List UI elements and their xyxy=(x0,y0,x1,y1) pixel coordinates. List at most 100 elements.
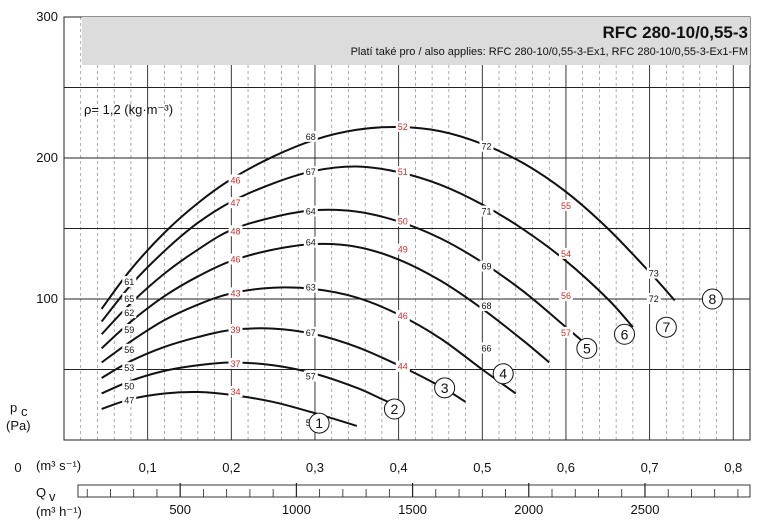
efficiency-label: 44 xyxy=(398,362,408,372)
efficiency-label: 57 xyxy=(306,372,316,382)
efficiency-label-bg xyxy=(395,360,410,372)
efficiency-label: 56 xyxy=(561,291,571,301)
efficiency-label-bg xyxy=(303,205,318,217)
curve-number-label: 6 xyxy=(621,326,629,342)
efficiency-label: 47 xyxy=(124,396,134,406)
efficiency-label-bg xyxy=(558,247,573,259)
x-tick-label-bottom: 1000 xyxy=(282,502,311,517)
efficiency-label: 53 xyxy=(124,363,134,373)
curve-number-circle xyxy=(308,412,330,434)
efficiency-label-bg xyxy=(479,342,494,354)
y-axis-label-main: p xyxy=(10,400,17,415)
curve-number-circle xyxy=(383,398,405,420)
curve-number-label: 8 xyxy=(708,291,716,307)
efficiency-label: 57 xyxy=(561,328,571,338)
efficiency-label: 67 xyxy=(306,328,316,338)
efficiency-label-bg xyxy=(228,225,243,237)
efficiency-label-bg xyxy=(558,290,573,302)
efficiency-label-bg xyxy=(228,324,243,336)
efficiency-label: 64 xyxy=(306,238,316,248)
efficiency-label-bg xyxy=(395,243,410,255)
efficiency-label: 50 xyxy=(124,381,134,391)
efficiency-label: 64 xyxy=(306,207,316,217)
curve-number-label: 3 xyxy=(441,380,449,396)
efficiency-label: 69 xyxy=(481,262,491,272)
curve-number-label: 7 xyxy=(662,319,670,335)
efficiency-label: 56 xyxy=(124,345,134,355)
efficiency-label-bg xyxy=(395,120,410,132)
curve-number-circle xyxy=(492,363,514,385)
efficiency-label-bg xyxy=(303,281,318,293)
grid xyxy=(63,16,751,441)
x-tick-label-top: 0,6 xyxy=(557,460,575,475)
efficiency-label-bg xyxy=(558,326,573,338)
curve-4 xyxy=(101,286,517,395)
efficiency-label-bg xyxy=(122,307,137,319)
efficiency-label-bg xyxy=(395,309,410,321)
x-axis-label-main: Q xyxy=(36,485,46,500)
efficiency-label-bg xyxy=(122,380,137,392)
efficiency-label-bg xyxy=(228,197,243,209)
efficiency-label: 65 xyxy=(124,294,134,304)
efficiency-label-bg xyxy=(228,357,243,369)
curve-number-label: 4 xyxy=(499,366,507,382)
efficiency-label: 46 xyxy=(230,255,240,265)
x-tick-label-top: 0,7 xyxy=(641,460,659,475)
efficiency-label: 39 xyxy=(230,325,240,335)
x-tick-label-bottom: 2000 xyxy=(514,502,543,517)
efficiency-label-bg xyxy=(479,300,494,312)
curve-number-circle xyxy=(576,337,598,359)
efficiency-label-bg xyxy=(228,253,243,265)
curve-number-circle xyxy=(614,323,636,345)
efficiency-label: 67 xyxy=(306,167,316,177)
y-tick-label: 200 xyxy=(36,150,58,165)
efficiency-label: 48 xyxy=(230,226,240,236)
efficiency-label: 46 xyxy=(398,311,408,321)
efficiency-label: 52 xyxy=(398,122,408,132)
efficiency-label-bg xyxy=(122,276,137,288)
efficiency-label: 68 xyxy=(306,132,316,142)
x-tick-label-top: 0,4 xyxy=(390,460,408,475)
efficiency-label-bg xyxy=(122,394,137,406)
curve-number-label: 5 xyxy=(583,340,591,356)
efficiency-label-bg xyxy=(479,140,494,152)
efficiency-label: 47 xyxy=(230,198,240,208)
efficiency-label: 51 xyxy=(398,167,408,177)
curve-8 xyxy=(100,125,676,310)
efficiency-label-bg xyxy=(479,205,494,217)
curves xyxy=(100,125,676,427)
efficiency-label-bg xyxy=(303,236,318,248)
curve-7 xyxy=(100,165,634,328)
curve-3 xyxy=(101,327,467,403)
curve-number-circle xyxy=(434,377,456,399)
chart-title: RFC 280-10/0,55-3 xyxy=(602,23,748,42)
efficiency-label-bg xyxy=(395,215,410,227)
x-axis-label: Q v xyxy=(36,485,56,504)
x-tick-label-top: 0,3 xyxy=(306,460,324,475)
efficiency-label: 61 xyxy=(124,277,134,287)
efficiency-label-bg xyxy=(479,260,494,272)
efficiency-label: 68 xyxy=(481,301,491,311)
efficiency-label: 37 xyxy=(230,359,240,369)
efficiency-label-bg xyxy=(122,362,137,374)
density-note: ρ= 1,2 (kg·m⁻³) xyxy=(84,102,173,117)
curve-2 xyxy=(101,361,400,408)
efficiency-label-bg xyxy=(558,199,573,211)
x-tick-label-bottom: 1500 xyxy=(398,502,427,517)
efficiency-label: 63 xyxy=(306,283,316,293)
y-tick-label: 300 xyxy=(36,9,58,24)
efficiency-label-bg xyxy=(303,370,318,382)
efficiency-label-bg xyxy=(646,267,661,279)
x-axis-unit-top: (m³ s⁻¹) xyxy=(36,458,81,473)
curve-number-circle xyxy=(701,288,723,310)
efficiency-label: 54 xyxy=(561,249,571,259)
title-banner-bg xyxy=(82,17,750,65)
efficiency-label-bg xyxy=(303,326,318,338)
efficiency-label: 71 xyxy=(481,207,491,217)
curve-number-circle xyxy=(655,316,677,338)
efficiency-label: 34 xyxy=(230,387,240,397)
